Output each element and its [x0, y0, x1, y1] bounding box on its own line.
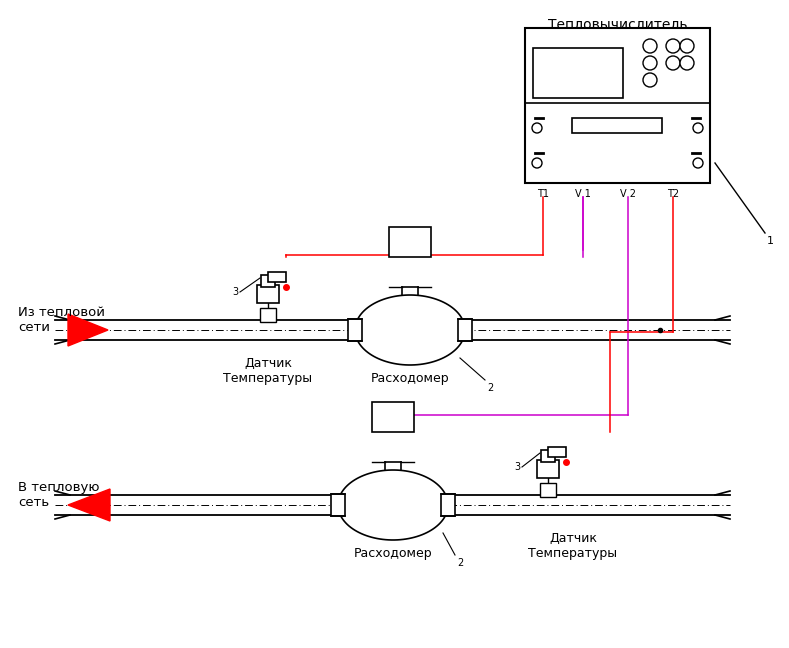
- Text: Тепловычислитель: Тепловычислитель: [548, 18, 687, 32]
- Bar: [260, 308, 276, 322]
- Bar: [348, 319, 362, 341]
- Circle shape: [532, 123, 542, 133]
- Circle shape: [693, 123, 703, 133]
- Bar: [533, 48, 623, 98]
- Text: 2: 2: [487, 383, 493, 393]
- Bar: [573, 118, 663, 133]
- Bar: [441, 494, 455, 516]
- Text: Из тепловой
сети: Из тепловой сети: [18, 306, 105, 334]
- Text: 3: 3: [232, 287, 238, 297]
- Text: Датчик
Температуры: Датчик Температуры: [223, 357, 312, 385]
- Bar: [540, 483, 556, 497]
- Text: Датчик
Температуры: Датчик Температуры: [529, 532, 618, 560]
- Text: Расходомер: Расходомер: [353, 547, 432, 560]
- Bar: [331, 494, 345, 516]
- Circle shape: [666, 39, 680, 53]
- Polygon shape: [68, 489, 110, 521]
- Bar: [525, 28, 710, 183]
- Ellipse shape: [338, 470, 448, 540]
- Text: T1: T1: [537, 189, 549, 199]
- Bar: [268, 272, 286, 282]
- Text: V 2: V 2: [620, 189, 636, 199]
- Bar: [261, 275, 275, 287]
- Bar: [537, 460, 559, 478]
- Text: 1: 1: [767, 236, 774, 246]
- Text: V 1: V 1: [575, 189, 591, 199]
- Circle shape: [643, 73, 657, 87]
- Text: Расходомер: Расходомер: [371, 372, 449, 385]
- Circle shape: [680, 39, 694, 53]
- Bar: [389, 227, 431, 257]
- Text: T2: T2: [667, 189, 679, 199]
- Bar: [257, 285, 279, 303]
- Circle shape: [532, 158, 542, 168]
- Circle shape: [680, 56, 694, 70]
- Text: В тепловую
сеть: В тепловую сеть: [18, 481, 99, 509]
- Bar: [548, 447, 566, 457]
- Bar: [541, 450, 555, 462]
- Bar: [458, 319, 472, 341]
- Circle shape: [643, 39, 657, 53]
- Circle shape: [666, 56, 680, 70]
- Bar: [372, 402, 414, 432]
- Text: 2: 2: [457, 558, 463, 568]
- Text: 3: 3: [514, 462, 520, 472]
- Polygon shape: [68, 314, 108, 346]
- Circle shape: [693, 158, 703, 168]
- Circle shape: [643, 56, 657, 70]
- Ellipse shape: [355, 295, 465, 365]
